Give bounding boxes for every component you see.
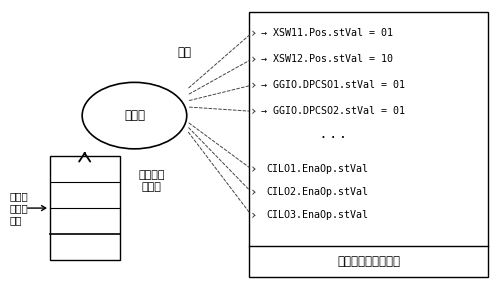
Bar	[249, 12, 488, 277]
Text: · · ·: · · ·	[322, 131, 346, 146]
Text: 报告、获
取数值: 报告、获 取数值	[138, 171, 165, 192]
Text: → XSW12.Pos.stVal = 10: → XSW12.Pos.stVal = 10	[261, 54, 393, 64]
Bar	[50, 156, 120, 260]
Ellipse shape	[82, 82, 187, 149]
Text: CILO1.EnaOp.stVal: CILO1.EnaOp.stVal	[266, 164, 369, 174]
Text: → GGIO.DPCSO2.stVal = 01: → GGIO.DPCSO2.stVal = 01	[261, 106, 405, 116]
Text: 五防数
据状态
序列: 五防数 据状态 序列	[10, 192, 29, 225]
Text: → XSW11.Pos.stVal = 01: → XSW11.Pos.stVal = 01	[261, 28, 393, 38]
Text: 测控装置（服务端）: 测控装置（服务端）	[337, 255, 400, 268]
Text: → GGIO.DPCSO1.stVal = 01: → GGIO.DPCSO1.stVal = 01	[261, 80, 405, 90]
Text: 取代: 取代	[177, 46, 191, 58]
Text: CILO3.EnaOp.stVal: CILO3.EnaOp.stVal	[266, 210, 369, 220]
Text: 客户端: 客户端	[124, 109, 145, 122]
Text: CILO2.EnaOp.stVal: CILO2.EnaOp.stVal	[266, 187, 369, 197]
